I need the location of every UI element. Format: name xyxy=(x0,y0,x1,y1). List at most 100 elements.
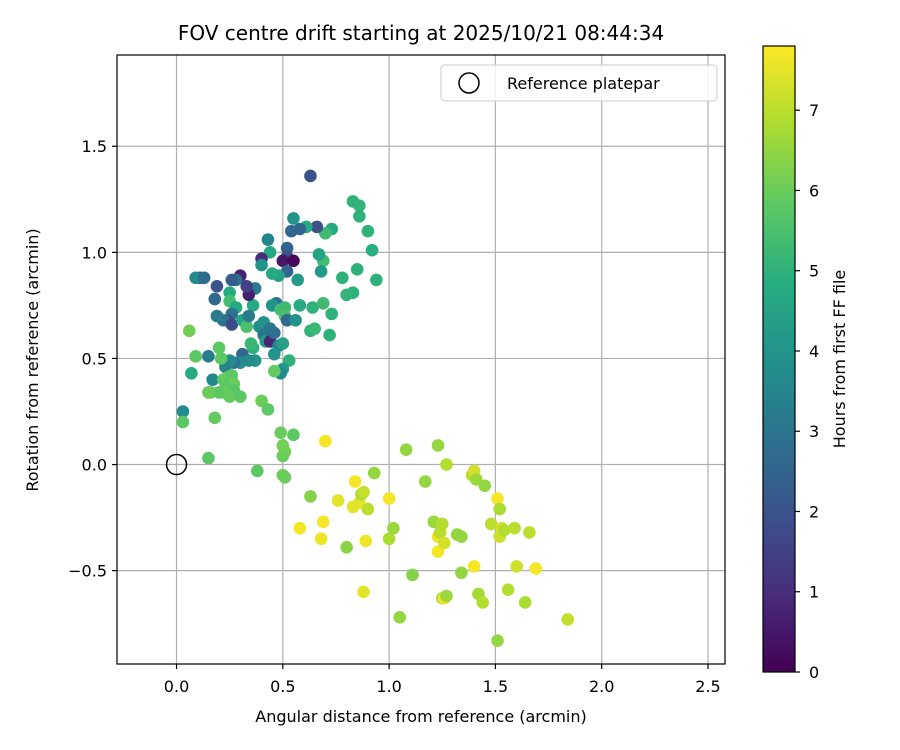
data-point xyxy=(255,258,268,272)
data-points xyxy=(165,169,574,647)
data-point xyxy=(308,322,322,336)
data-point xyxy=(287,428,300,442)
legend-reference-label: Reference platepar xyxy=(507,74,660,93)
data-point xyxy=(314,265,328,278)
data-point xyxy=(510,560,523,573)
data-point xyxy=(523,526,536,539)
data-point xyxy=(176,405,190,418)
data-point xyxy=(182,324,196,338)
colorbar-tick-label: 5 xyxy=(809,262,819,281)
data-point xyxy=(202,451,215,465)
data-point xyxy=(501,583,515,597)
legend-reference-marker-icon xyxy=(458,72,480,94)
data-point xyxy=(185,366,198,380)
colorbar-tick-label: 4 xyxy=(809,342,819,361)
colorbar-title: Hours from first FF file xyxy=(830,270,849,449)
data-point xyxy=(438,536,451,550)
chart-title: FOV centre drift starting at 2025/10/21 … xyxy=(178,21,664,45)
data-point xyxy=(242,309,256,323)
data-point xyxy=(467,560,481,573)
data-point xyxy=(276,449,290,463)
y-tick-label: 0.0 xyxy=(82,456,107,475)
grid-lines xyxy=(117,55,725,664)
data-point xyxy=(340,540,353,554)
data-point xyxy=(393,611,407,624)
y-tick-label: −0.5 xyxy=(68,562,107,581)
data-point xyxy=(435,517,449,531)
data-point xyxy=(289,313,302,327)
data-point xyxy=(361,224,375,238)
data-point xyxy=(197,271,211,285)
data-point xyxy=(261,233,275,246)
x-tick-label: 0.5 xyxy=(270,677,295,696)
data-point xyxy=(291,273,304,287)
colorbar-tick-label: 6 xyxy=(809,181,819,200)
data-point xyxy=(484,517,498,531)
y-axis-ticks: −0.5 0.0 0.5 1.0 1.5 xyxy=(68,137,117,581)
data-point xyxy=(202,386,215,399)
data-point xyxy=(497,524,511,537)
data-point xyxy=(382,492,396,505)
data-point xyxy=(208,411,222,425)
x-axis-ticks: 0.0 0.5 1.0 1.5 2.0 2.5 xyxy=(164,664,721,696)
data-point xyxy=(287,254,300,268)
data-point xyxy=(353,199,366,212)
data-point xyxy=(455,530,468,543)
data-point xyxy=(225,318,239,331)
data-point xyxy=(293,521,307,535)
x-tick-label: 2.0 xyxy=(589,677,614,696)
y-axis-title: Rotation from reference (arcmin) xyxy=(23,228,42,491)
colorbar-tick-label: 2 xyxy=(809,502,819,521)
data-point xyxy=(214,352,228,365)
data-point xyxy=(276,337,290,350)
data-point xyxy=(357,485,370,499)
data-point xyxy=(206,373,219,386)
data-point xyxy=(399,443,413,456)
data-point xyxy=(244,337,258,350)
x-tick-label: 0.0 xyxy=(164,677,189,696)
data-point xyxy=(240,279,253,293)
data-point xyxy=(325,307,339,321)
data-point xyxy=(361,502,375,516)
data-point xyxy=(319,434,332,448)
data-point xyxy=(293,299,307,312)
data-point xyxy=(353,209,366,223)
data-point xyxy=(278,470,292,484)
data-point xyxy=(225,273,239,287)
data-point xyxy=(478,479,492,493)
data-point xyxy=(493,502,506,516)
data-point xyxy=(223,390,236,403)
data-point xyxy=(287,212,300,225)
data-point xyxy=(310,220,324,234)
colorbar-frame xyxy=(762,45,796,673)
data-point xyxy=(210,279,224,293)
data-point xyxy=(455,566,468,580)
colorbar-tick-label: 3 xyxy=(809,422,819,441)
data-point xyxy=(331,494,345,507)
data-point xyxy=(365,243,379,257)
data-point xyxy=(268,347,281,361)
data-point xyxy=(491,634,504,647)
colorbar-tick-label: 1 xyxy=(809,583,819,602)
y-tick-label: 1.0 xyxy=(82,243,107,262)
data-point xyxy=(314,532,328,546)
data-point xyxy=(340,288,353,302)
data-point xyxy=(240,320,253,333)
data-point xyxy=(312,248,326,261)
y-tick-label: 0.5 xyxy=(82,349,107,368)
data-point xyxy=(316,296,330,310)
plot-frame xyxy=(116,54,726,665)
data-point xyxy=(306,301,319,314)
data-point xyxy=(440,589,453,603)
data-point xyxy=(561,613,574,626)
data-point xyxy=(265,267,279,280)
colorbar-gradient xyxy=(763,46,795,672)
x-tick-label: 1.5 xyxy=(483,677,508,696)
data-point xyxy=(431,439,445,452)
data-point xyxy=(491,492,504,505)
data-point xyxy=(440,458,453,471)
data-point xyxy=(261,403,275,416)
data-point xyxy=(323,328,336,342)
data-point xyxy=(382,532,396,546)
data-point xyxy=(304,490,317,503)
